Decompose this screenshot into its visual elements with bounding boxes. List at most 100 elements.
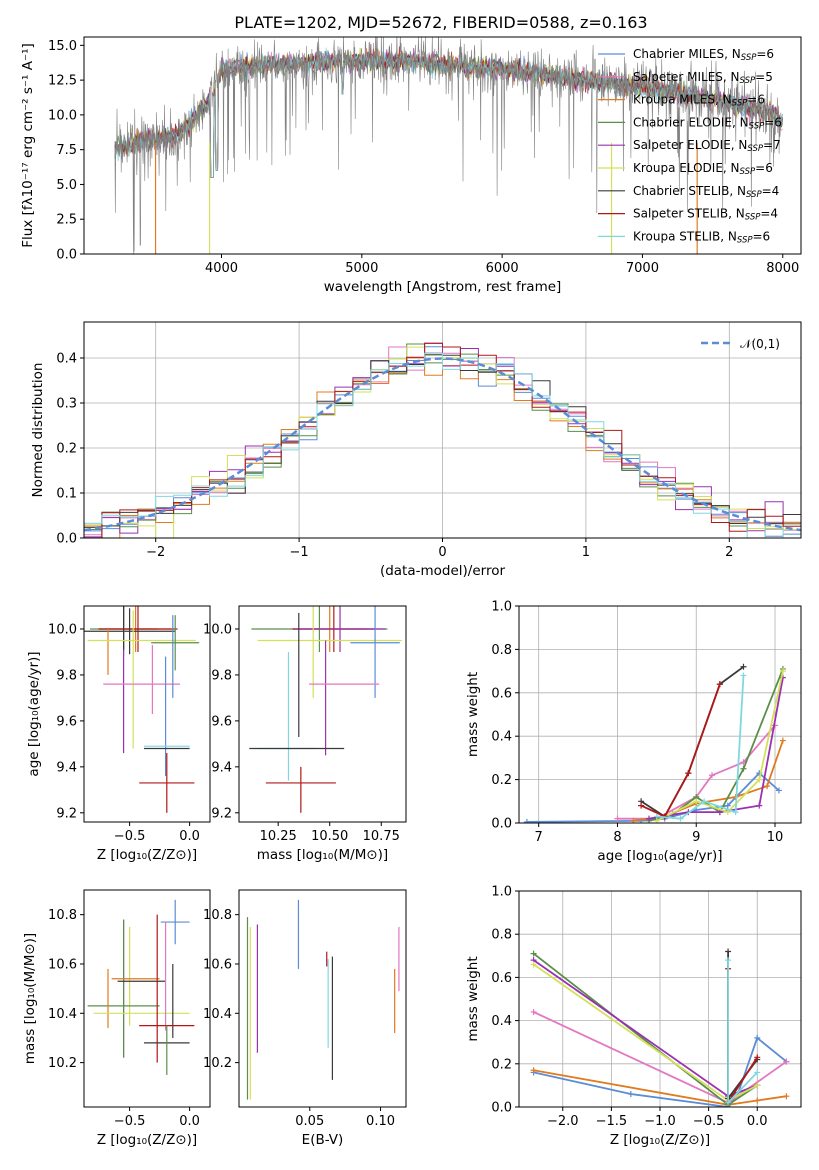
data-point bbox=[685, 770, 692, 777]
mass-weight-line bbox=[533, 1069, 787, 1106]
data-point bbox=[754, 1054, 761, 1061]
y-tick-label: 2.5 bbox=[56, 213, 77, 228]
y-tick-label: 9.4 bbox=[56, 760, 77, 775]
data-point bbox=[627, 1091, 634, 1098]
data-point bbox=[740, 765, 747, 772]
x-tick-label: −0.5 bbox=[114, 1114, 146, 1129]
x-tick-label: 4000 bbox=[205, 261, 238, 276]
y-tick-label: 10.2 bbox=[48, 1056, 77, 1071]
plot-area bbox=[114, 37, 783, 254]
y-axis-label: Flux [fλ10⁻¹⁷ erg cm⁻² s⁻¹ A⁻¹] bbox=[20, 43, 36, 248]
legend-entry: Chabrier ELODIE, NSSP=6 bbox=[633, 115, 782, 131]
data-point bbox=[677, 815, 684, 822]
observed-spectrum bbox=[114, 37, 783, 254]
plot-area bbox=[530, 948, 790, 1107]
legend-subscript: SSP bbox=[746, 190, 762, 200]
legend-entry: Kroupa ELODIE, NSSP=6 bbox=[633, 161, 773, 177]
x-axis-label: E(B-V) bbox=[302, 1132, 344, 1148]
data-point bbox=[653, 813, 660, 820]
y-tick-label: 0.2 bbox=[56, 442, 77, 457]
x-axis-label: Z [log₁₀(Z/Z⊙)] bbox=[97, 1132, 197, 1148]
legend-count: =4 bbox=[760, 207, 778, 221]
y-tick-label: 9.6 bbox=[56, 714, 77, 729]
legend-subscript: SSP bbox=[745, 213, 761, 223]
y-tick-label: 0.0 bbox=[56, 248, 77, 263]
y-tick-label: 0.1 bbox=[56, 487, 77, 502]
data-point bbox=[701, 798, 708, 805]
y-axis-label: age [log₁₀(age/yr)] bbox=[26, 651, 42, 776]
data-point bbox=[740, 663, 747, 670]
x-tick-label: 0.0 bbox=[179, 829, 200, 844]
panel-mass-vs-Z: −0.5 0.0 10.2 10.4 10.6 10.8 Z [log₁₀(Z/Z⊙)] ma… bbox=[22, 889, 211, 1148]
x-axis-label: age [log₁₀(age/yr)] bbox=[597, 848, 722, 864]
legend-subscript: SSP bbox=[737, 236, 753, 246]
residual-histogram bbox=[84, 352, 801, 538]
y-tick-label: 9.8 bbox=[211, 668, 232, 683]
data-point bbox=[754, 1097, 761, 1104]
data-point bbox=[754, 1082, 761, 1089]
data-point bbox=[530, 1008, 537, 1015]
panel-age-vs-Z: −0.5 0.0 9.2 9.4 9.6 9.8 10.0 Z [log₁₀(Z/Z⊙)] ag… bbox=[26, 605, 211, 863]
data-point bbox=[732, 809, 739, 816]
legend-entry: Salpeter ELODIE, NSSP=7 bbox=[633, 138, 781, 154]
x-tick-label: 5000 bbox=[345, 261, 378, 276]
y-tick-label: 0.3 bbox=[56, 397, 77, 412]
y-tick-label: 0.8 bbox=[491, 928, 512, 943]
y-tick-label: 0.2 bbox=[491, 1057, 512, 1072]
y-tick-label: 0.6 bbox=[491, 686, 512, 701]
legend-name: Kroupa ELODIE, N bbox=[633, 161, 740, 175]
x-tick-label: 9 bbox=[692, 830, 700, 845]
data-point bbox=[725, 948, 732, 955]
y-tick-label: 0.0 bbox=[56, 532, 77, 547]
y-tick-label: 12.5 bbox=[48, 74, 77, 89]
data-point bbox=[740, 672, 747, 679]
data-point bbox=[754, 1069, 761, 1076]
x-tick-label: 0.05 bbox=[295, 1114, 324, 1129]
y-tick-label: 9.8 bbox=[56, 668, 77, 683]
legend-count: =6 bbox=[755, 161, 773, 175]
plot-area bbox=[249, 606, 402, 813]
data-point bbox=[530, 961, 537, 968]
x-axis-label: Z [log₁₀(Z/Z⊙)] bbox=[610, 1132, 710, 1148]
legend-entry: 𝒩(0,1) bbox=[740, 337, 780, 351]
y-tick-label: 0.0 bbox=[491, 817, 512, 832]
legend-entry: Salpeter STELIB, NSSP=4 bbox=[633, 207, 778, 223]
data-point bbox=[530, 1067, 537, 1074]
plot-area bbox=[84, 342, 801, 538]
legend-subscript: SSP bbox=[732, 99, 748, 109]
legend-entry: Chabrier STELIB, NSSP=4 bbox=[633, 184, 779, 200]
x-tick-label: 2 bbox=[725, 545, 733, 560]
plot-area bbox=[246, 899, 400, 1100]
panel-spectrum: 4000 5000 6000 7000 8000 0.0 2.5 5.0 7.5 10.0 12.5… bbox=[20, 36, 802, 295]
y-tick-label: 10.4 bbox=[48, 1007, 77, 1022]
legend-entry: Chabrier MILES, NSSP=6 bbox=[633, 47, 774, 63]
x-axis-label: (data-model)/error bbox=[380, 563, 506, 579]
data-point bbox=[779, 668, 786, 675]
x-tick-label: −0.5 bbox=[693, 1114, 725, 1129]
legend-count: =6 bbox=[764, 115, 782, 129]
legend-subscript: SSP bbox=[740, 167, 756, 177]
x-tick-label: 6000 bbox=[486, 261, 519, 276]
data-point bbox=[754, 1034, 761, 1041]
legend-count: =6 bbox=[747, 93, 765, 107]
legend-name: Chabrier ELODIE, N bbox=[633, 115, 749, 129]
y-tick-label: 0.4 bbox=[491, 730, 512, 745]
axes-frame bbox=[518, 605, 802, 824]
data-point bbox=[614, 815, 621, 822]
y-tick-label: 10.8 bbox=[48, 908, 77, 923]
y-tick-label: 10.0 bbox=[48, 108, 77, 123]
legend-subscript: SSP bbox=[741, 53, 757, 63]
x-tick-label: 0.10 bbox=[366, 1114, 395, 1129]
x-tick-label: −0.5 bbox=[114, 829, 146, 844]
panel-mass-weight-vs-age: 7 8 9 10 0.0 0.2 0.4 0.6 0.8 1.0 age [log₁₀(age/yr… bbox=[465, 600, 802, 864]
legend-subscript: SSP bbox=[747, 144, 763, 154]
y-tick-label: 0.2 bbox=[491, 773, 512, 788]
legend-count: =6 bbox=[756, 47, 774, 61]
data-point bbox=[716, 681, 723, 688]
y-tick-label: 7.5 bbox=[56, 143, 77, 158]
legend-name: Chabrier MILES, N bbox=[633, 47, 741, 61]
panel-mass-vs-EBV: 0.05 0.10 10.2 10.4 10.6 10.8 E(B-V) bbox=[203, 889, 407, 1148]
y-tick-label: 1.0 bbox=[491, 885, 512, 900]
